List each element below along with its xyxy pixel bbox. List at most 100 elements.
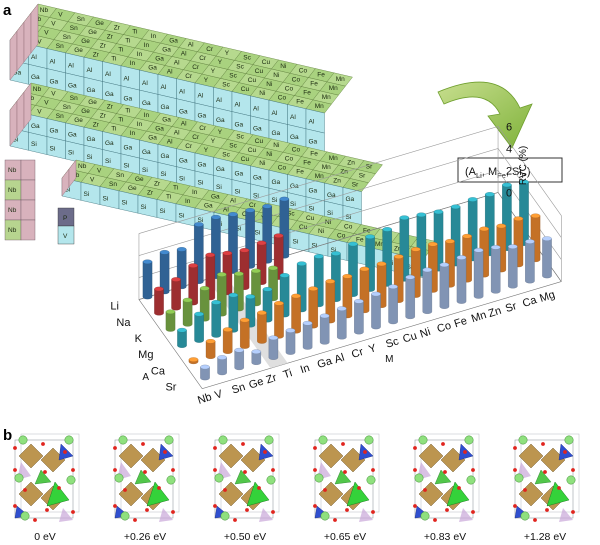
cube-front-symbol: Si bbox=[331, 247, 337, 254]
cube-front-symbol: Ga bbox=[327, 192, 336, 199]
cube-top-symbol: Zn bbox=[394, 245, 402, 252]
curved-arrow-icon bbox=[437, 81, 533, 149]
cube-top-symbol: Cr bbox=[199, 125, 207, 132]
cube-top-symbol: Ti bbox=[173, 185, 178, 192]
cube-top-symbol: Fe bbox=[310, 151, 318, 158]
m-tick-label: Ni bbox=[419, 326, 433, 341]
a-tick-label: Ca bbox=[151, 365, 166, 377]
cube-top-symbol: Co bbox=[292, 76, 301, 83]
bar-Sr-Ca bbox=[525, 239, 535, 284]
cube-top-symbol: Ga bbox=[211, 193, 220, 200]
energy-label: +0.65 eV bbox=[324, 531, 366, 543]
cube-front-symbol: Si bbox=[407, 264, 413, 271]
cube-top-symbol: Ni bbox=[325, 219, 331, 226]
cube-top-symbol: Ge bbox=[74, 117, 83, 124]
cube-side-cell bbox=[16, 21, 25, 72]
cube-top-symbol: Cr bbox=[185, 143, 193, 150]
cube-front-symbol: Si bbox=[290, 201, 296, 208]
structure-5: +1.28 eV bbox=[513, 433, 580, 543]
cube-top-symbol: Zr bbox=[107, 33, 114, 40]
cube-top-symbol: V bbox=[97, 167, 102, 174]
m-tick-label: Cr bbox=[350, 346, 365, 361]
cube-top-symbol: Ti bbox=[118, 117, 123, 124]
cube-top-symbol: Al bbox=[174, 60, 180, 67]
cube-top-symbol: Ni bbox=[273, 72, 279, 79]
cube-top-symbol: Fe bbox=[356, 237, 364, 244]
cube-top-symbol: Ge bbox=[88, 99, 97, 106]
structure-0: 0 eV bbox=[13, 433, 80, 543]
bar-Sr-Ga bbox=[319, 313, 330, 345]
m-tick-label: Sc bbox=[384, 335, 400, 351]
cube-top-symbol: Ga bbox=[162, 116, 171, 123]
cube-side-cell bbox=[23, 12, 32, 63]
cube-top-symbol: In bbox=[130, 130, 136, 137]
cube-top-symbol: Ga bbox=[169, 37, 178, 44]
cube-top-symbol: Al bbox=[167, 139, 173, 146]
cube-top-symbol: Co bbox=[278, 94, 287, 101]
cube-top-symbol: Ge bbox=[128, 185, 137, 192]
cube-top-symbol: Y bbox=[211, 68, 216, 75]
cube-top-symbol: Cu bbox=[241, 86, 250, 93]
cube-top-symbol: Ge bbox=[81, 38, 90, 45]
cube-top-symbol: Ni bbox=[318, 228, 324, 235]
cube-top-symbol: V bbox=[51, 90, 56, 97]
cube-top-symbol: Ti bbox=[132, 29, 137, 36]
cube-front-symbol: Al bbox=[216, 97, 222, 104]
energy-label: +0.50 eV bbox=[224, 531, 266, 543]
cube-top-symbol: Ni bbox=[280, 63, 286, 70]
cube-top-symbol: Ga bbox=[204, 202, 213, 209]
cube-front-symbol: Ga bbox=[87, 136, 96, 143]
cube-front-symbol: Ga bbox=[253, 175, 262, 182]
cube-front-symbol: Si bbox=[141, 204, 147, 211]
cube-top-symbol: V bbox=[90, 176, 95, 183]
cube-top-symbol: V bbox=[37, 38, 42, 45]
z-tick-label: 2 bbox=[506, 165, 512, 177]
cube-top-cell bbox=[326, 72, 353, 87]
cube-side-cell bbox=[23, 82, 32, 129]
cube-top-symbol: Y bbox=[218, 59, 223, 66]
cube-top-symbol: V bbox=[58, 11, 63, 18]
m-tick-label: Zn bbox=[487, 305, 503, 320]
bar-Ca-In bbox=[291, 293, 301, 334]
cube-top-symbol: Al bbox=[181, 51, 187, 58]
bar-Na-V bbox=[171, 277, 181, 311]
cube-top-symbol: Ge bbox=[81, 108, 90, 115]
cube-front-symbol: Si bbox=[179, 175, 185, 182]
cube-front-symbol: Ga bbox=[216, 166, 225, 173]
cube-front-symbol: Si bbox=[124, 162, 130, 169]
cube-top-symbol: Cu bbox=[262, 59, 271, 66]
side-cube-stack: Nb Nb Nb Nb P V bbox=[4, 159, 75, 245]
bar-Ca-Zr bbox=[257, 310, 267, 344]
cube-top-symbol: Cr bbox=[206, 46, 214, 53]
m-tick-label: Ca bbox=[521, 294, 539, 310]
cube-top-symbol: Mn bbox=[329, 155, 338, 162]
a-tick-label: Na bbox=[116, 317, 131, 329]
cube-top-symbol: Sr bbox=[352, 182, 359, 189]
cube-front-symbol: Al bbox=[253, 106, 259, 113]
cube-front-symbol: Ga bbox=[272, 130, 281, 137]
cube-front-symbol: Si bbox=[13, 137, 19, 144]
cube-top-symbol: Fe bbox=[296, 169, 304, 176]
cube-top-symbol: Co bbox=[337, 232, 346, 239]
z-tick-label: 0 bbox=[506, 187, 512, 199]
bar-Ca-Ge bbox=[240, 317, 250, 349]
cube-front-symbol: Al bbox=[87, 67, 93, 74]
m-tick-label: Nb bbox=[196, 391, 213, 407]
cube-front-symbol: Al bbox=[309, 118, 315, 125]
cube-front-symbol: Si bbox=[160, 208, 166, 215]
cube-top-symbol: Ni bbox=[259, 90, 265, 97]
cube-front-symbol: Ga bbox=[50, 127, 59, 134]
cube-top-symbol: Sn bbox=[77, 16, 85, 23]
cube-front-symbol: Ga bbox=[87, 87, 96, 94]
cube-top-symbol: Sc bbox=[229, 142, 237, 149]
side-cube-symbol: Nb bbox=[8, 207, 17, 214]
cube-front-symbol: Al bbox=[50, 58, 56, 65]
cube-top-symbol: Sn bbox=[109, 181, 117, 188]
energy-label: +0.26 eV bbox=[124, 531, 166, 543]
m-tick-label: Co bbox=[436, 320, 453, 336]
cube-top-symbol: V bbox=[44, 99, 49, 106]
panel-a-label: a bbox=[3, 2, 12, 19]
cube-top-symbol: Ti bbox=[118, 47, 123, 54]
combination-label-box: (ALi, MFe, SiP) bbox=[457, 157, 563, 183]
